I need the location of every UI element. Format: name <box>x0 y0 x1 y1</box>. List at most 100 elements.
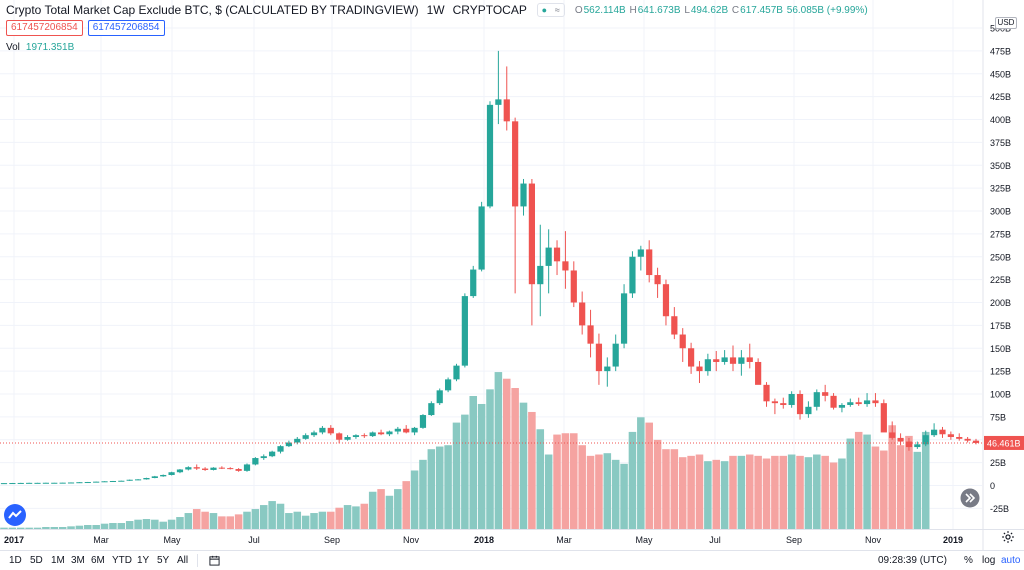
volume-bar <box>75 525 84 529</box>
volume-bar <box>234 514 243 529</box>
time-tick-label: Nov <box>865 535 882 545</box>
candle <box>327 425 334 436</box>
candle-body <box>336 433 343 440</box>
candle-body <box>863 400 871 405</box>
range-1m[interactable]: 1M <box>51 555 65 566</box>
range-5d[interactable]: 5D <box>30 555 43 566</box>
candle <box>445 377 452 393</box>
range-6m[interactable]: 6M <box>91 555 105 566</box>
candle-body <box>252 458 259 465</box>
legend-controls[interactable]: ● ≈ <box>536 3 565 17</box>
candle <box>964 437 971 443</box>
utc-clock[interactable]: 09:28:39 (UTC) <box>878 555 947 566</box>
percent-toggle[interactable]: % <box>964 555 973 566</box>
candle <box>780 397 787 409</box>
candle <box>956 433 963 441</box>
candle-body <box>176 469 184 473</box>
volume-bar <box>502 378 511 529</box>
volume-bar <box>511 388 519 529</box>
price-tick-label: 400B <box>990 115 1011 125</box>
volume-bar <box>402 481 410 529</box>
candle-body <box>620 293 628 344</box>
more-icon[interactable]: ≈ <box>554 5 560 15</box>
tradingview-logo-icon[interactable] <box>4 504 26 526</box>
auto-toggle[interactable]: auto <box>1001 555 1021 566</box>
candle <box>562 231 569 289</box>
low-label: L <box>684 4 690 16</box>
time-tick-label: May <box>163 535 181 545</box>
volume-bar <box>821 455 829 529</box>
time-tick-label: 2019 <box>943 535 963 545</box>
candle <box>822 384 829 402</box>
candle-body <box>59 482 66 484</box>
price-tick-label: 350B <box>990 161 1011 171</box>
volume-bar <box>678 457 687 529</box>
range-all[interactable]: All <box>177 555 189 566</box>
candle <box>805 401 812 418</box>
chart-plot[interactable]: -25B 0 25B 75B 100B 125B 150B 175B 200B 225B 250B 2… <box>0 0 1024 550</box>
candle <box>604 357 611 387</box>
range-5y[interactable]: 5Y <box>157 555 170 566</box>
candle-body <box>310 432 318 436</box>
candle <box>369 431 376 438</box>
volume-bar <box>343 505 352 529</box>
candle <box>688 342 695 374</box>
candle <box>671 307 678 340</box>
volume-bar <box>134 519 142 529</box>
candle-body <box>101 481 108 483</box>
candle-body <box>813 392 820 407</box>
volume-bar <box>226 516 235 529</box>
candle <box>411 426 418 436</box>
candle-body <box>118 480 125 482</box>
volume-label: Vol <box>6 42 20 53</box>
time-tick-label: Jul <box>709 535 721 545</box>
range-1d[interactable]: 1D <box>9 555 22 566</box>
candle <box>428 401 435 416</box>
volume-bar <box>16 527 25 529</box>
volume-bar <box>477 403 486 529</box>
candle <box>595 333 603 385</box>
input-value-red[interactable]: 617457206854 <box>6 20 83 36</box>
volume-bar <box>611 459 620 529</box>
candle-body <box>419 415 427 428</box>
price-tick-label: 75B <box>990 412 1006 422</box>
volume-bar <box>628 431 637 529</box>
log-toggle[interactable]: log <box>982 555 996 566</box>
volume-bar <box>779 455 788 529</box>
volume-bar <box>301 515 310 529</box>
go-to-date-icon[interactable] <box>209 555 220 566</box>
gear-icon[interactable] <box>1001 530 1015 544</box>
candle <box>545 229 552 294</box>
candle-body <box>202 468 209 470</box>
candle-body <box>688 348 695 367</box>
volume-bar <box>276 503 285 529</box>
price-axis[interactable]: -25B 0 25B 75B 100B 125B 150B 175B 200B 225B 250B 2… <box>982 0 1024 550</box>
volume-bar <box>42 527 50 529</box>
visibility-icon[interactable]: ● <box>541 5 548 15</box>
volume-bar <box>804 457 813 529</box>
time-tick-label: 2017 <box>4 535 24 545</box>
scroll-to-realtime-icon[interactable] <box>960 488 980 508</box>
volume-bar <box>218 516 226 529</box>
candle <box>528 178 535 326</box>
input-value-blue[interactable]: 617457206854 <box>87 20 165 36</box>
candle-body <box>520 183 527 207</box>
candle-body <box>377 432 385 435</box>
candle-body <box>545 247 552 266</box>
candle-body <box>796 394 804 415</box>
time-tick-label: Mar <box>93 535 109 545</box>
time-axis[interactable]: 2017 Mar May Jul Sep Nov 2018 Mar May Jul Sep Nov 20… <box>0 529 1024 546</box>
currency-badge[interactable]: USD <box>995 17 1017 29</box>
interval-label[interactable]: 1W <box>426 3 445 17</box>
candle <box>612 334 619 372</box>
candle <box>109 480 117 483</box>
volume-bar <box>561 433 570 529</box>
candle <box>285 440 292 448</box>
candle-body <box>972 440 980 443</box>
candle-body <box>763 384 770 402</box>
candle <box>227 467 234 470</box>
candle-body <box>713 359 720 362</box>
range-1y[interactable]: 1Y <box>137 555 150 566</box>
range-ytd[interactable]: YTD <box>112 555 132 566</box>
range-3m[interactable]: 3M <box>71 555 85 566</box>
